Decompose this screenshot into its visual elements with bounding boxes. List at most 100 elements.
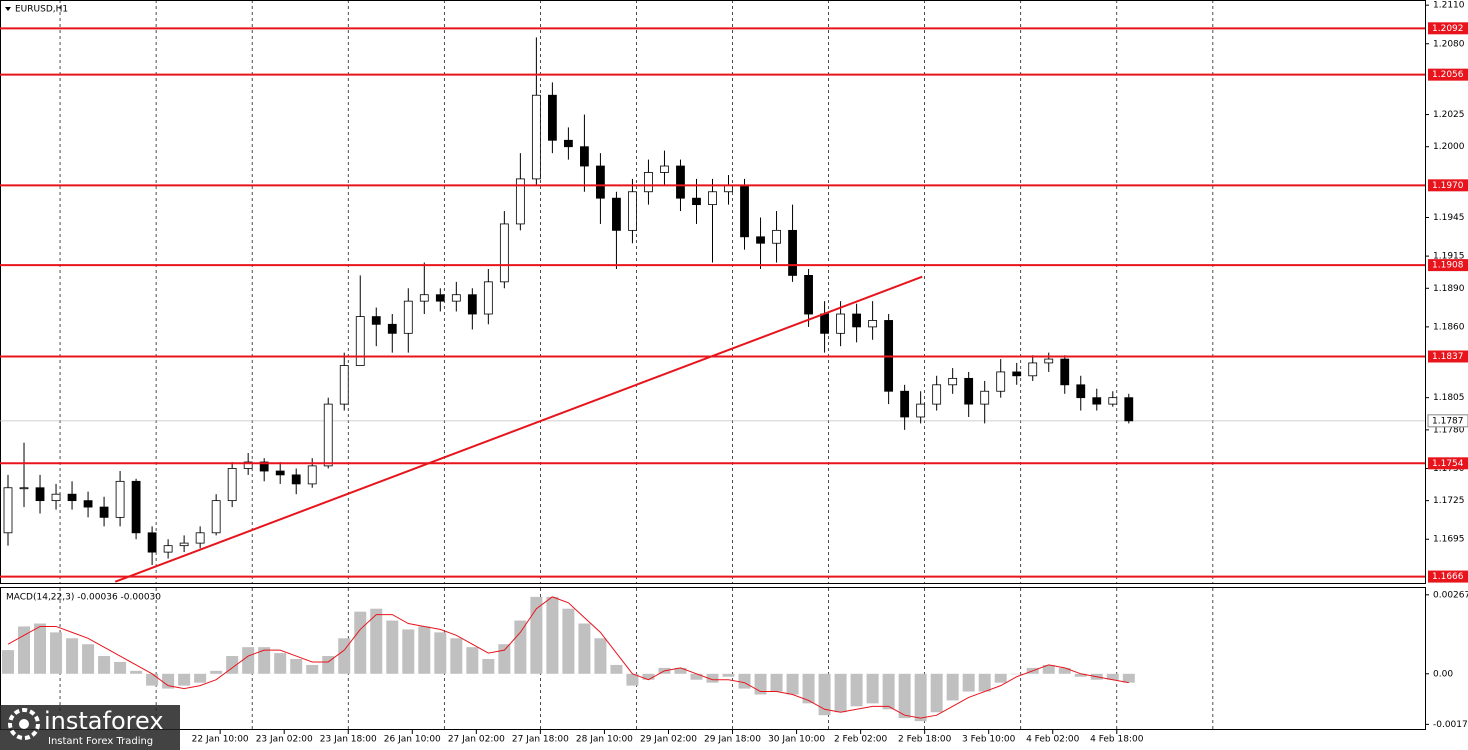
- candle-body: [820, 313, 829, 334]
- candle-body: [227, 468, 237, 502]
- level-box: [1428, 350, 1468, 363]
- level-label: 1.2092: [1432, 24, 1464, 34]
- x-tick-label: 4 Feb 18:00: [1090, 735, 1144, 745]
- candle-body: [740, 184, 749, 238]
- macd-bar: [578, 623, 591, 674]
- watermark-logo: [8, 708, 40, 740]
- y-tick-label: 1.2080: [1433, 39, 1465, 49]
- watermark-brand: instaforex: [44, 707, 164, 735]
- watermark-logo-core: [19, 719, 29, 729]
- x-tick-label: 27 Jan 02:00: [448, 735, 505, 745]
- macd-bar: [226, 656, 239, 674]
- candle-body: [99, 506, 109, 518]
- candle-body: [1108, 397, 1118, 405]
- x-tick-label: 23 Jan 18:00: [320, 735, 377, 745]
- macd-bar: [434, 632, 447, 674]
- candle-body: [291, 474, 301, 485]
- x-tick-label: 2 Feb 02:00: [834, 735, 888, 745]
- candle-body: [51, 493, 61, 502]
- macd-panel-frame: [0, 587, 1426, 730]
- candle-body: [692, 197, 701, 206]
- x-tick-label: 2 Feb 18:00: [898, 735, 952, 745]
- x-tick-label: 4 Feb 02:00: [1026, 735, 1080, 745]
- level-label: 1.2056: [1432, 70, 1464, 80]
- level-label: 1.1970: [1432, 181, 1464, 191]
- candle-body: [259, 461, 269, 472]
- level-label: 1.1837: [1432, 352, 1464, 362]
- macd-bar: [546, 596, 559, 674]
- macd-bar: [274, 653, 287, 674]
- candle-body: [1124, 397, 1134, 422]
- level-box: [1428, 259, 1468, 272]
- watermark: instaforex Instant Forex Trading: [0, 705, 180, 750]
- candle-body: [596, 165, 605, 199]
- y-tick-label: 1.2025: [1433, 110, 1465, 120]
- candle-body: [708, 191, 717, 206]
- macd-title: MACD(14,22,3) -0.00036 -0.00030: [6, 593, 161, 603]
- macd-bar: [1010, 673, 1023, 675]
- macd-bar: [178, 673, 191, 686]
- candle-body: [788, 229, 797, 276]
- candle-body: [499, 223, 509, 283]
- current-price-label: 1.1787: [1432, 416, 1464, 426]
- candle-body: [964, 377, 974, 405]
- macd-bar: [834, 673, 847, 713]
- candle-body: [644, 172, 653, 193]
- y-tick-label: 1.1915: [1433, 252, 1465, 262]
- candle-body: [900, 390, 910, 418]
- candle-body: [756, 236, 765, 244]
- level-label: 1.1754: [1432, 459, 1464, 469]
- y-tick-label: 1.2000: [1433, 142, 1465, 152]
- macd-bar: [1042, 664, 1055, 674]
- candle-body: [580, 146, 589, 167]
- candle-body: [483, 281, 493, 315]
- candle-body: [515, 178, 525, 225]
- macd-bar: [98, 656, 111, 674]
- candle-body: [371, 316, 381, 325]
- macd-bar: [418, 626, 431, 674]
- level-box: [1428, 179, 1468, 192]
- x-tick-label: 29 Jan 18:00: [704, 735, 761, 745]
- y-tick-label: 1.1805: [1433, 393, 1465, 403]
- candle-body: [628, 191, 637, 231]
- macd-bar: [498, 644, 511, 674]
- macd-bar: [674, 667, 687, 674]
- macd-bar: [34, 623, 47, 674]
- candle-body: [1028, 362, 1038, 377]
- macd-bar: [338, 638, 351, 674]
- x-tick-label: 3 Feb 10:00: [962, 735, 1016, 745]
- macd-bar: [2, 650, 15, 674]
- candle-body: [67, 493, 77, 502]
- candle-body: [660, 165, 669, 173]
- candle-body: [179, 542, 189, 547]
- macd-bar: [738, 673, 751, 689]
- macd-bar: [194, 673, 207, 683]
- watermark-tagline: Instant Forex Trading: [48, 736, 153, 747]
- macd-bar: [866, 673, 879, 704]
- macd-y-tick-label: -0.00171: [1433, 720, 1468, 730]
- macd-bar: [322, 656, 335, 674]
- macd-bar: [786, 673, 799, 695]
- macd-bar: [642, 673, 655, 680]
- macd-bar: [386, 620, 399, 674]
- macd-bar: [850, 673, 863, 707]
- macd-signal: [7, 596, 1129, 719]
- candle-body: [1092, 397, 1102, 405]
- level-label: 1.1666: [1432, 572, 1464, 582]
- candle-body: [339, 365, 349, 405]
- macd-bar: [450, 638, 463, 674]
- macd-bar: [402, 629, 415, 674]
- candle-body: [1060, 358, 1070, 386]
- candle-body: [916, 403, 926, 418]
- macd-bar: [882, 673, 895, 710]
- macd-bar: [994, 673, 1007, 683]
- macd-bar: [722, 673, 735, 677]
- level-box: [1428, 22, 1468, 35]
- macd-bar: [306, 664, 319, 674]
- candle-body: [83, 500, 93, 508]
- x-tick-label: 23 Jan 02:00: [256, 735, 313, 745]
- candle-body: [19, 487, 29, 490]
